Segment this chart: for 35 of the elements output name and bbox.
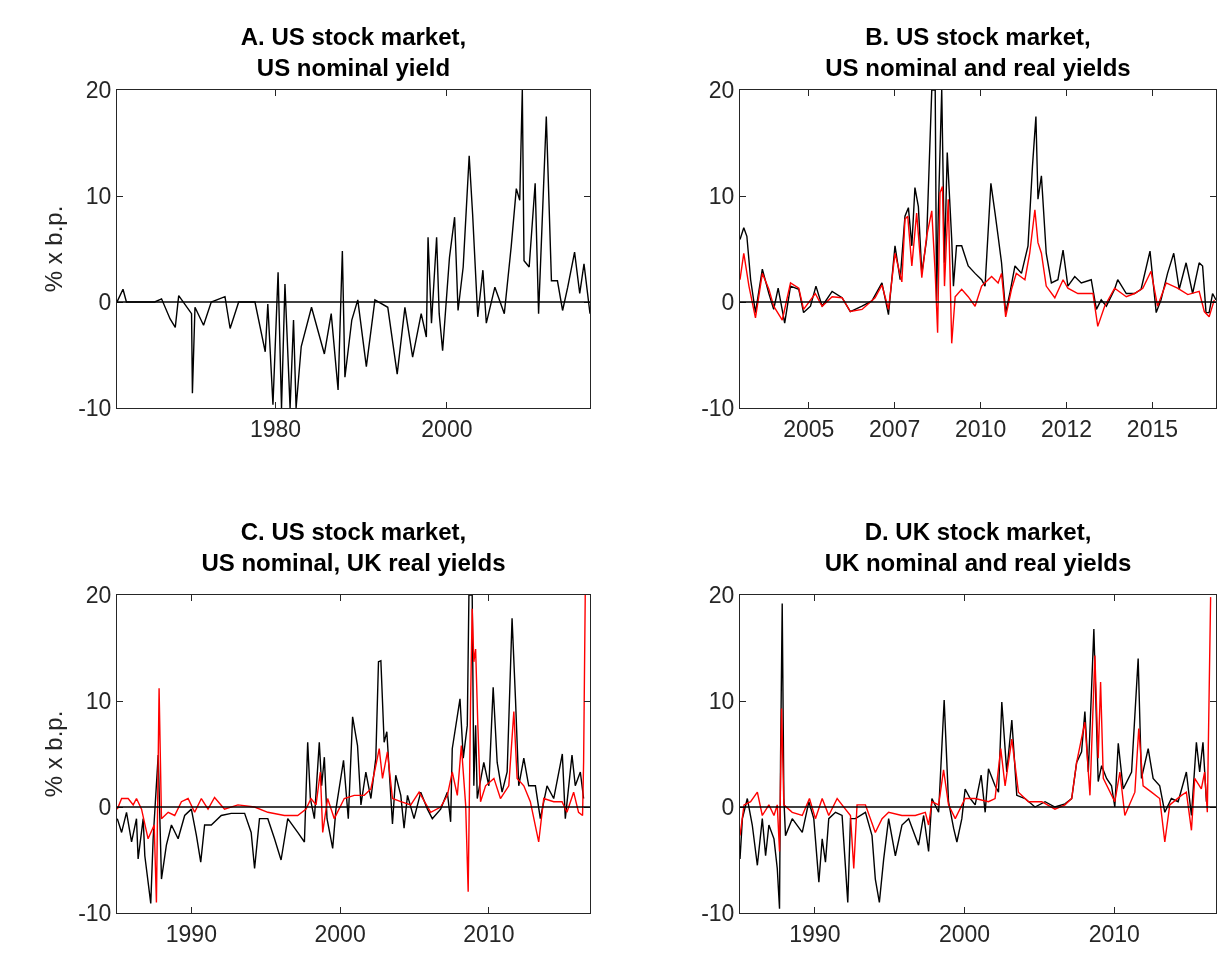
x-tick-label: 2015 [1126, 415, 1179, 442]
x-tick-label: 2005 [783, 415, 835, 442]
y-tick-label: 10 [708, 183, 735, 210]
x-tick-label: 2007 [869, 415, 921, 442]
chart-title: D. UK stock market, UK nominal and real yields [824, 518, 1132, 577]
x-tick-label: 1980 [249, 415, 302, 442]
y-tick-label: 10 [85, 688, 112, 715]
y-tick-label: -10 [701, 395, 735, 422]
chart-title: C. US stock market, US nominal, UK real yields [201, 518, 506, 577]
x-tick-label: 2010 [1088, 920, 1140, 947]
x-tick-label: 1990 [789, 920, 841, 947]
y-tick-label: 0 [721, 794, 735, 821]
y-tick-label: 0 [98, 289, 112, 316]
y-tick-label: 0 [721, 289, 735, 316]
y-axis-title: % x b.p. [40, 710, 68, 798]
y-tick-label: 20 [85, 582, 112, 609]
y-axis-title: % x b.p. [40, 205, 68, 293]
x-tick-label: 2012 [1040, 415, 1093, 442]
x-tick-label: 2000 [314, 920, 366, 947]
y-tick-label: 10 [708, 688, 735, 715]
y-tick-label: -10 [78, 900, 112, 927]
chart-title: A. US stock market, US nominal yield [240, 23, 467, 82]
x-tick-label: 2010 [954, 415, 1007, 442]
x-tick-label: 2000 [938, 920, 991, 947]
x-tick-label: 1990 [165, 920, 217, 947]
x-tick-label: 2000 [421, 415, 473, 442]
y-tick-label: 20 [85, 77, 112, 104]
chart-title: B. US stock market, US nominal and real yields [825, 23, 1131, 82]
y-tick-label: 0 [98, 794, 112, 821]
x-tick-label: 2010 [463, 920, 515, 947]
y-tick-label: 20 [708, 582, 735, 609]
y-tick-label: 20 [708, 77, 735, 104]
y-tick-label: -10 [701, 900, 735, 927]
y-tick-label: -10 [78, 395, 112, 422]
y-tick-label: 10 [85, 183, 112, 210]
